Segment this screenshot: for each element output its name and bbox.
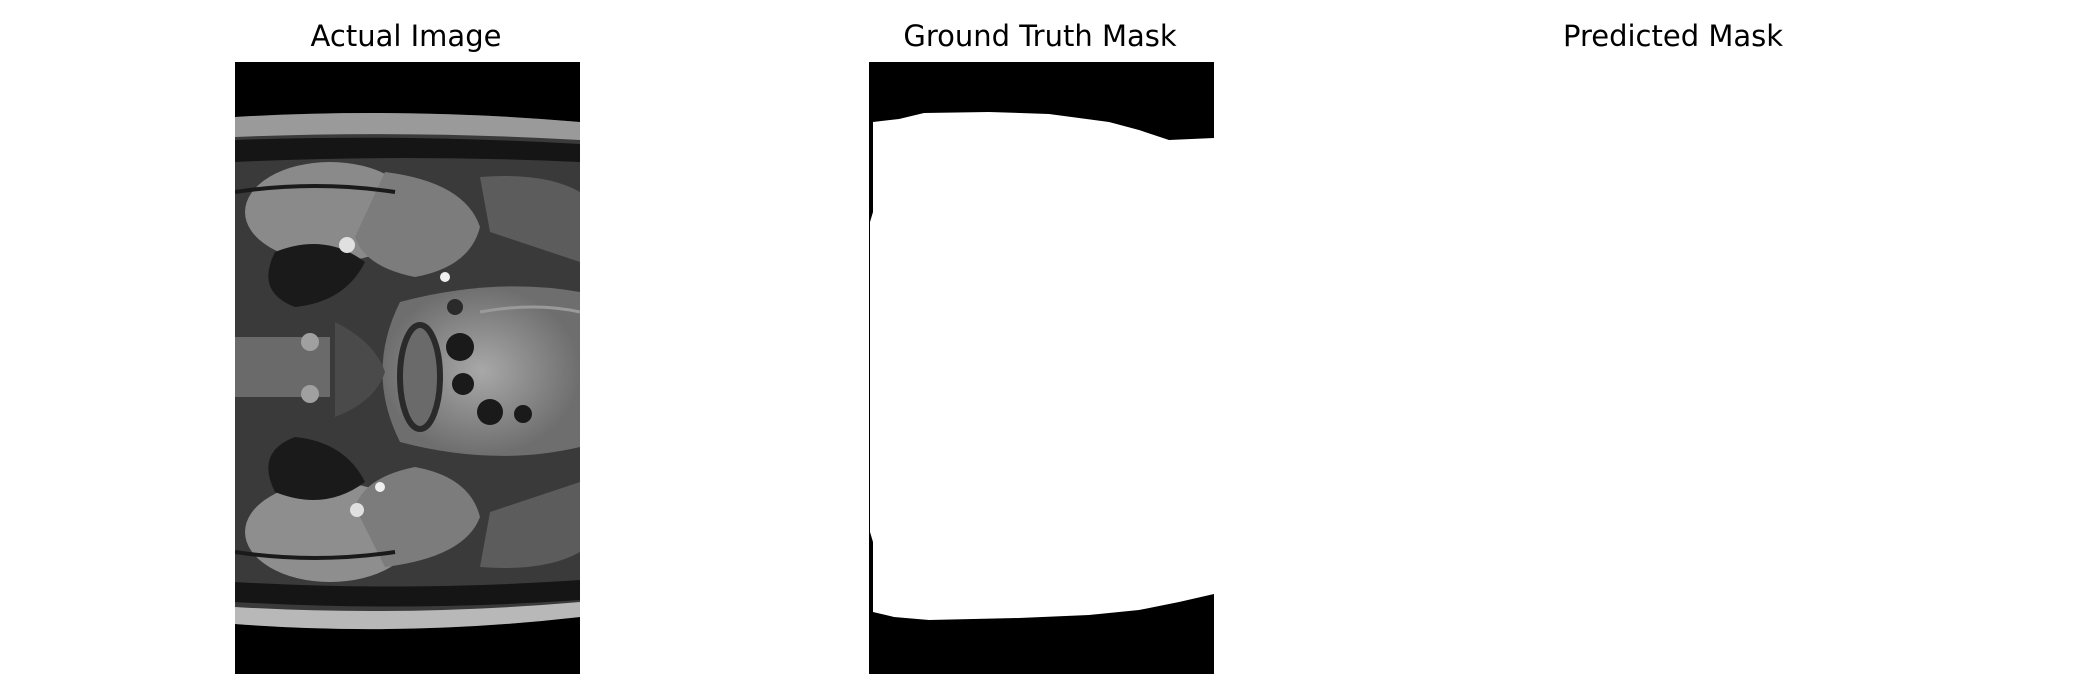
ground-truth-mask-title: Ground Truth Mask [903, 19, 1177, 53]
ground-truth-mask-panel [869, 62, 1214, 674]
actual-image-panel [235, 62, 580, 674]
predicted-mask-image [1502, 62, 1847, 674]
mri-scan-image [235, 62, 580, 674]
actual-image-title: Actual Image [310, 19, 502, 53]
predicted-mask-panel [1502, 62, 1847, 674]
predicted-mask-title: Predicted Mask [1562, 19, 1784, 53]
ground-truth-mask-image [869, 62, 1214, 674]
